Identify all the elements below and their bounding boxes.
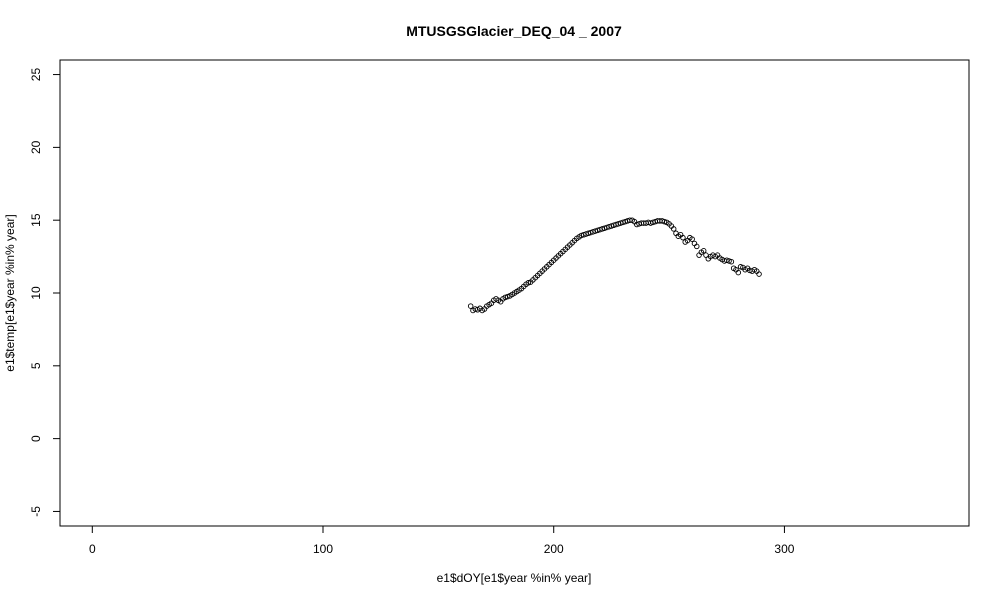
y-tick-label: 15 <box>29 213 43 227</box>
x-tick-label: 200 <box>544 542 564 556</box>
y-tick-label: 0 <box>29 435 43 442</box>
data-point <box>735 269 742 276</box>
y-tick-label: 20 <box>29 140 43 154</box>
y-tick-label: -5 <box>29 506 43 517</box>
x-tick-label: 100 <box>313 542 333 556</box>
data-point <box>670 226 677 232</box>
data-points <box>467 217 762 314</box>
y-axis-label: e1$temp[e1$year %in% year] <box>3 214 17 371</box>
data-point <box>728 258 735 265</box>
data-point <box>661 218 668 225</box>
x-axis-label: e1$dOY[e1$year %in% year] <box>437 571 592 585</box>
data-point <box>680 234 686 241</box>
y-tick-label: 5 <box>29 362 43 369</box>
data-point <box>700 248 707 254</box>
data-point <box>756 271 762 277</box>
x-axis: 0 100 200 300 <box>89 525 795 556</box>
data-point <box>726 258 732 264</box>
data-point <box>689 236 695 242</box>
x-tick-label: 0 <box>89 542 96 556</box>
x-tick-label: 300 <box>774 542 794 556</box>
data-point <box>467 303 474 309</box>
y-axis: -5 0 5 10 15 20 25 <box>29 68 61 517</box>
data-point <box>737 264 744 270</box>
data-point <box>525 280 532 286</box>
y-tick-label: 10 <box>29 286 43 300</box>
data-point <box>694 243 700 250</box>
y-tick-label: 25 <box>29 68 43 82</box>
chart-title: MTUSGSGlacier_DEQ_04 _ 2007 <box>406 23 622 39</box>
data-point <box>504 293 511 300</box>
